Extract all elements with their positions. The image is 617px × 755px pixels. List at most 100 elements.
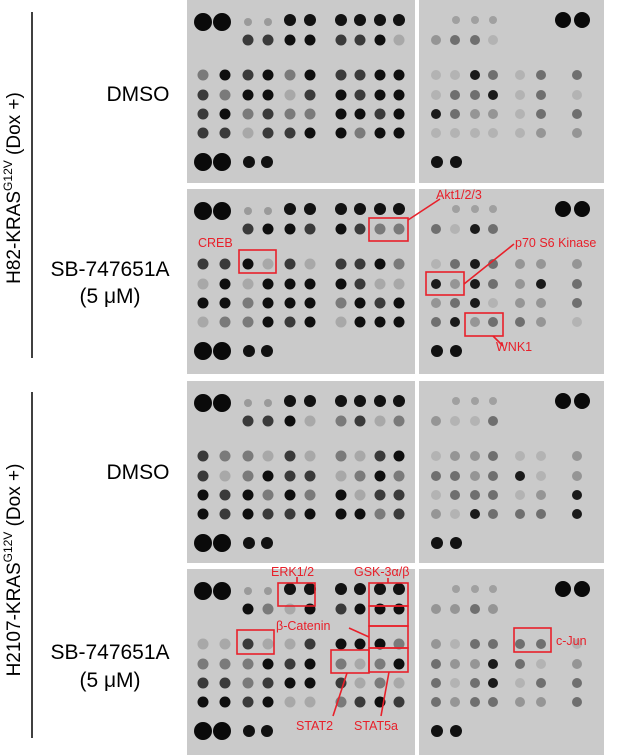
blot-spot — [572, 259, 582, 269]
blot-spot — [354, 450, 366, 462]
blot-spot — [354, 297, 366, 309]
blot-spot — [450, 725, 462, 737]
membrane-3-right — [419, 381, 604, 563]
label-wnk1: WNK1 — [496, 340, 532, 354]
blot-spot — [515, 259, 525, 269]
blot-spot — [304, 316, 316, 328]
blot-spot — [335, 395, 347, 407]
blot-spot — [393, 258, 405, 270]
blot-spot — [450, 490, 460, 500]
blot-spot — [393, 34, 405, 46]
blot-spot — [304, 297, 316, 309]
blot-spot — [354, 69, 366, 81]
blot-spot — [262, 258, 274, 270]
blot-spot — [197, 316, 209, 328]
blot-spot — [354, 223, 366, 235]
blot-spot — [431, 659, 441, 669]
blot-spot — [470, 659, 480, 669]
blot-spot — [431, 490, 441, 500]
blot-spot — [488, 128, 498, 138]
blot-spot — [284, 470, 296, 482]
annotation-layer — [236, 198, 552, 717]
blot-spot — [450, 604, 460, 614]
blot-spot — [284, 638, 296, 650]
blot-spot — [488, 279, 498, 289]
blot-spot — [374, 603, 386, 615]
blot-spot — [431, 35, 441, 45]
blot-spot — [242, 258, 254, 270]
blot-spot — [219, 638, 231, 650]
condition-label-2: SB-747651A — [50, 258, 169, 281]
blot-spot — [450, 537, 462, 549]
blot-spot — [197, 677, 209, 689]
blot-spot — [555, 393, 571, 409]
blot-spot — [219, 677, 231, 689]
blot-spot — [242, 223, 254, 235]
blot-spot — [393, 470, 405, 482]
leader-line-akt — [407, 198, 441, 221]
blot-spot — [470, 471, 480, 481]
blot-spot — [536, 279, 546, 289]
blot-spot — [243, 725, 255, 737]
blot-spot — [536, 70, 546, 80]
blot-spot — [213, 342, 231, 360]
blot-spot — [262, 470, 274, 482]
leader-line-stat5a — [380, 671, 390, 717]
blot-spot — [489, 205, 497, 213]
blot-spot — [374, 14, 386, 26]
blot-spot — [354, 508, 366, 520]
blot-spot — [488, 90, 498, 100]
blot-spot — [470, 317, 480, 327]
blot-spot — [304, 658, 316, 670]
blot-spot — [242, 127, 254, 139]
blot-spot — [284, 297, 296, 309]
blot-spot — [304, 603, 316, 615]
blot-spot — [242, 489, 254, 501]
blot-spot — [219, 508, 231, 520]
blot-spot — [335, 470, 347, 482]
blot-spot — [450, 451, 460, 461]
blot-spot — [335, 603, 347, 615]
blot-spot — [470, 70, 480, 80]
blot-spot — [262, 89, 274, 101]
blot-spot — [354, 696, 366, 708]
label-p70: p70 S6 Kinase — [515, 236, 596, 250]
blot-spot — [213, 153, 231, 171]
blot-spot — [393, 677, 405, 689]
blot-spot — [536, 471, 546, 481]
blot-spot — [536, 90, 546, 100]
blot-spot — [488, 70, 498, 80]
blot-spot — [194, 153, 212, 171]
blot-spot — [335, 258, 347, 270]
blot-spot — [242, 658, 254, 670]
blot-spot — [470, 604, 480, 614]
blot-spot — [242, 415, 254, 427]
group-label-h2107: H2107-KRASG12V (Dox +) — [1, 464, 25, 677]
blot-spot — [488, 509, 498, 519]
blot-spot — [335, 108, 347, 120]
blot-spot — [304, 638, 316, 650]
blot-spot — [284, 34, 296, 46]
blot-spot — [431, 128, 441, 138]
blot-spot — [284, 415, 296, 427]
blot-spot — [471, 397, 479, 405]
blot-spot — [536, 128, 546, 138]
blot-spot — [574, 581, 590, 597]
blot-spot — [304, 89, 316, 101]
blot-spot — [335, 415, 347, 427]
blot-spot — [242, 508, 254, 520]
blot-spot — [304, 203, 316, 215]
blot-spot — [574, 201, 590, 217]
blot-spot — [431, 109, 441, 119]
blot-spot — [393, 108, 405, 120]
blot-spot — [262, 127, 274, 139]
blot-spot — [284, 223, 296, 235]
blot-spot — [431, 224, 441, 234]
blot-spot — [354, 108, 366, 120]
blot-spot — [197, 489, 209, 501]
blot-spot — [304, 258, 316, 270]
group-label-h82: H82-KRASG12V (Dox +) — [1, 92, 25, 284]
blot-spot — [374, 258, 386, 270]
blot-spot — [194, 13, 212, 31]
blot-spot — [304, 108, 316, 120]
